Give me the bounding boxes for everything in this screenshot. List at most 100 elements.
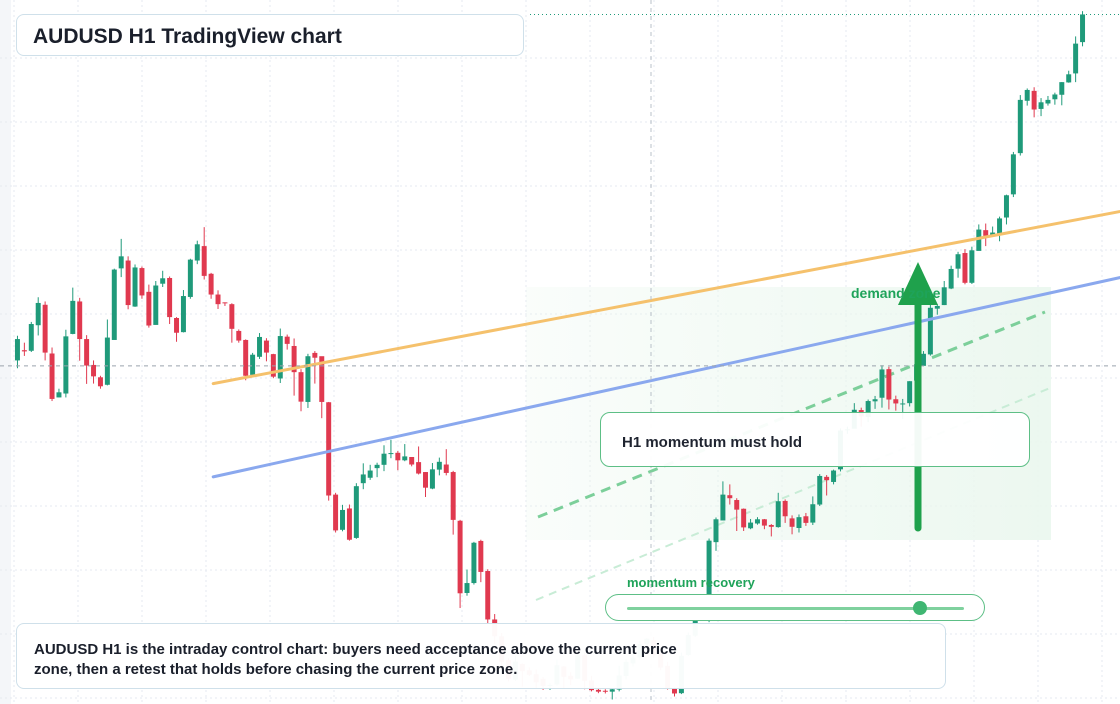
- candle-down: [243, 339, 249, 381]
- candle-up: [997, 216, 1003, 242]
- candle-down: [478, 539, 484, 583]
- momentum-label: momentum recovery: [627, 575, 755, 590]
- candle-down: [824, 475, 830, 496]
- candle-down: [146, 284, 152, 328]
- candle-up: [1017, 95, 1023, 156]
- candle-up: [1024, 88, 1030, 106]
- candle-down: [201, 227, 207, 280]
- candle-down: [125, 256, 131, 310]
- candle-down: [741, 508, 747, 532]
- candle-down: [208, 272, 214, 299]
- candle-up: [367, 464, 373, 480]
- candle-up: [257, 333, 263, 359]
- candle-down: [761, 518, 767, 530]
- candle-up: [879, 365, 885, 408]
- candle-up: [381, 445, 387, 472]
- candle-down: [333, 492, 339, 533]
- candle-down: [409, 456, 415, 467]
- candle-up: [1003, 194, 1009, 225]
- candle-up: [360, 463, 366, 490]
- candle-up: [28, 321, 34, 352]
- candle-up: [713, 517, 719, 551]
- candle-down: [319, 356, 325, 419]
- candle-up: [1010, 151, 1016, 198]
- candle-up: [1073, 36, 1079, 83]
- title-panel: AUDUSD H1 TradingView chart: [16, 14, 524, 56]
- candle-down: [222, 302, 228, 306]
- trendlines-layer: [211, 144, 1120, 479]
- candle-up: [250, 352, 256, 375]
- page-title: AUDUSD H1 TradingView chart: [33, 25, 342, 48]
- candle-down: [727, 484, 733, 505]
- candle-down: [167, 276, 173, 325]
- candle-down: [77, 297, 83, 361]
- candle-up: [1052, 92, 1058, 105]
- candle-up: [374, 462, 380, 478]
- candle-up: [920, 351, 926, 367]
- candle-down: [97, 375, 103, 389]
- candle-down: [782, 499, 788, 523]
- candle-up: [194, 240, 200, 265]
- candle-down: [346, 504, 352, 541]
- candle-up: [955, 251, 961, 278]
- candle-down: [983, 223, 989, 247]
- candle-up: [934, 304, 940, 315]
- candle-down: [893, 395, 899, 411]
- candle-down: [263, 338, 269, 362]
- candle-down: [416, 446, 422, 475]
- candle-down: [42, 301, 48, 361]
- candle-down: [734, 498, 740, 532]
- candle-down: [284, 334, 290, 350]
- candle-up: [35, 297, 41, 336]
- candle-up: [277, 328, 283, 383]
- trendline[interactable]: [211, 144, 1120, 386]
- candle-up: [464, 569, 470, 596]
- candle-up: [720, 481, 726, 521]
- candle-up: [907, 381, 913, 407]
- candle-down: [423, 472, 428, 498]
- candle-up: [1066, 70, 1072, 83]
- candle-up: [817, 474, 823, 507]
- candle-up: [609, 688, 615, 700]
- candle-down: [298, 369, 304, 412]
- candle-up: [111, 268, 117, 340]
- candle-up: [63, 329, 69, 398]
- candle-down: [485, 569, 491, 624]
- candle-down: [886, 366, 892, 410]
- candle-up: [132, 264, 138, 307]
- candle-down: [229, 303, 235, 343]
- candle-up: [187, 258, 193, 299]
- momentum-knob[interactable]: [913, 601, 928, 615]
- left-edge-strip: [0, 0, 11, 704]
- candle-up: [775, 492, 781, 528]
- candle-up: [1059, 82, 1065, 106]
- candle-up: [471, 541, 477, 585]
- candle-down: [395, 450, 401, 471]
- candle-down: [457, 519, 463, 609]
- momentum-slider[interactable]: [605, 594, 985, 621]
- candle-down: [789, 515, 795, 535]
- candle-up: [1080, 11, 1086, 47]
- candle-down: [962, 249, 968, 285]
- candle-down: [215, 290, 221, 309]
- candle-down: [312, 351, 318, 384]
- candle-down: [21, 342, 27, 356]
- trendline[interactable]: [211, 199, 1120, 479]
- candle-up: [14, 335, 20, 369]
- candle-up: [429, 463, 435, 490]
- candle-down: [602, 689, 608, 694]
- momentum-callout: H1 momentum must hold: [600, 412, 1030, 467]
- candle-up: [104, 319, 110, 386]
- candle-down: [91, 360, 97, 384]
- candle-down: [443, 449, 449, 476]
- candle-up: [160, 270, 166, 288]
- candle-down: [236, 329, 242, 343]
- note-text: AUDUSD H1 is the intraday control chart:…: [34, 641, 677, 678]
- candle-up: [153, 280, 159, 325]
- candle-up: [388, 439, 394, 459]
- candle-down: [803, 512, 809, 526]
- candle-up: [941, 280, 947, 306]
- candle-down: [768, 524, 774, 537]
- candle-up: [305, 353, 311, 408]
